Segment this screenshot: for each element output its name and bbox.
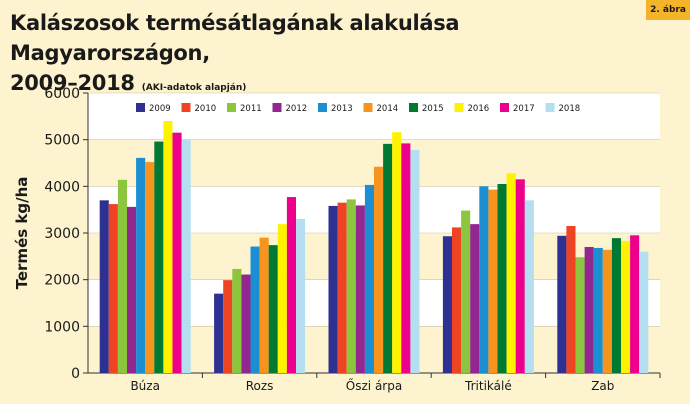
x-category-label: Őszi árpa — [346, 378, 402, 393]
legend-label: 2013 — [331, 104, 353, 114]
chart-title-line2: 2009–2018 (AKI-adatok alapján) — [10, 68, 630, 103]
chart-title: Kalászosok termésátlagának alakulása Mag… — [10, 8, 630, 103]
legend-swatch — [409, 103, 418, 112]
figure-badge: 2. ábra — [646, 0, 690, 20]
y-tick-label: 4000 — [44, 179, 80, 195]
bar — [557, 235, 567, 373]
bar — [584, 247, 594, 373]
y-tick-label: 1000 — [44, 319, 80, 335]
chart-title-note: (AKI-adatok alapján) — [141, 83, 247, 93]
bar — [593, 247, 603, 373]
bar — [374, 166, 384, 373]
bar — [172, 132, 182, 373]
bar — [611, 238, 621, 373]
legend-swatch — [181, 103, 191, 112]
bar — [442, 236, 452, 373]
bar — [154, 141, 164, 373]
legend-swatch — [318, 103, 327, 112]
bar — [214, 293, 224, 373]
legend-label: 2012 — [286, 104, 308, 114]
chart-title-years: 2009–2018 — [10, 71, 135, 95]
legend-swatch — [454, 103, 464, 112]
chart-title-line1: Kalászosok termésátlagának alakulása Mag… — [10, 11, 460, 65]
legend-label: 2011 — [240, 104, 262, 114]
bar — [392, 132, 402, 373]
bar — [346, 199, 356, 373]
y-axis-label: Termés kg/ha — [13, 177, 31, 290]
y-tick-label: 3000 — [44, 226, 80, 242]
legend-swatch — [363, 103, 373, 112]
bar — [383, 143, 393, 373]
bar — [506, 173, 516, 373]
bar — [621, 240, 631, 373]
bar — [286, 197, 296, 373]
bar — [470, 224, 480, 373]
bar — [163, 121, 173, 373]
legend-label: 2010 — [195, 104, 217, 114]
bar — [602, 249, 612, 373]
bar — [328, 205, 338, 373]
bar — [461, 210, 471, 373]
bar — [181, 139, 191, 373]
legend-label: 2017 — [513, 104, 535, 114]
bar — [639, 251, 649, 373]
grid-band — [88, 93, 660, 140]
bar — [497, 184, 507, 373]
x-category-label: Rozs — [246, 379, 274, 393]
y-tick-label: 0 — [71, 366, 80, 382]
y-tick-label: 2000 — [44, 273, 80, 289]
bar — [630, 235, 640, 373]
bar — [410, 149, 420, 373]
bar — [127, 206, 137, 373]
bar — [575, 257, 585, 373]
legend-swatch — [545, 103, 555, 112]
bar — [223, 280, 233, 373]
bar — [259, 237, 269, 373]
bar — [145, 162, 155, 373]
x-category-label: Búza — [130, 379, 160, 393]
bar — [136, 157, 146, 373]
legend-label: 2015 — [422, 104, 444, 114]
bar — [452, 227, 462, 373]
bar — [241, 274, 251, 373]
legend-swatch — [136, 103, 145, 112]
bar — [99, 200, 109, 373]
bar — [117, 179, 127, 373]
legend-label: 2009 — [149, 104, 171, 114]
legend-label: 2016 — [468, 104, 490, 114]
y-tick-label: 6000 — [44, 86, 80, 102]
bar — [108, 204, 118, 373]
legend-label: 2018 — [559, 104, 581, 114]
y-tick-label: 5000 — [44, 133, 80, 149]
bar — [296, 219, 306, 373]
bar — [488, 189, 498, 373]
bar — [515, 179, 525, 373]
bar — [401, 143, 411, 373]
legend-swatch — [272, 103, 282, 112]
bar — [268, 245, 278, 373]
bar — [337, 202, 347, 373]
legend-swatch — [500, 103, 509, 112]
bar — [364, 184, 374, 373]
legend-label: 2014 — [377, 104, 399, 114]
bar — [479, 186, 489, 373]
bar — [250, 246, 260, 373]
bar — [524, 200, 534, 373]
bar — [355, 205, 365, 373]
bar — [277, 224, 287, 373]
bar — [232, 268, 242, 373]
x-category-label: Zab — [591, 379, 614, 393]
bar — [566, 226, 576, 373]
x-category-label: Tritikálé — [464, 379, 512, 393]
legend-swatch — [227, 103, 236, 112]
